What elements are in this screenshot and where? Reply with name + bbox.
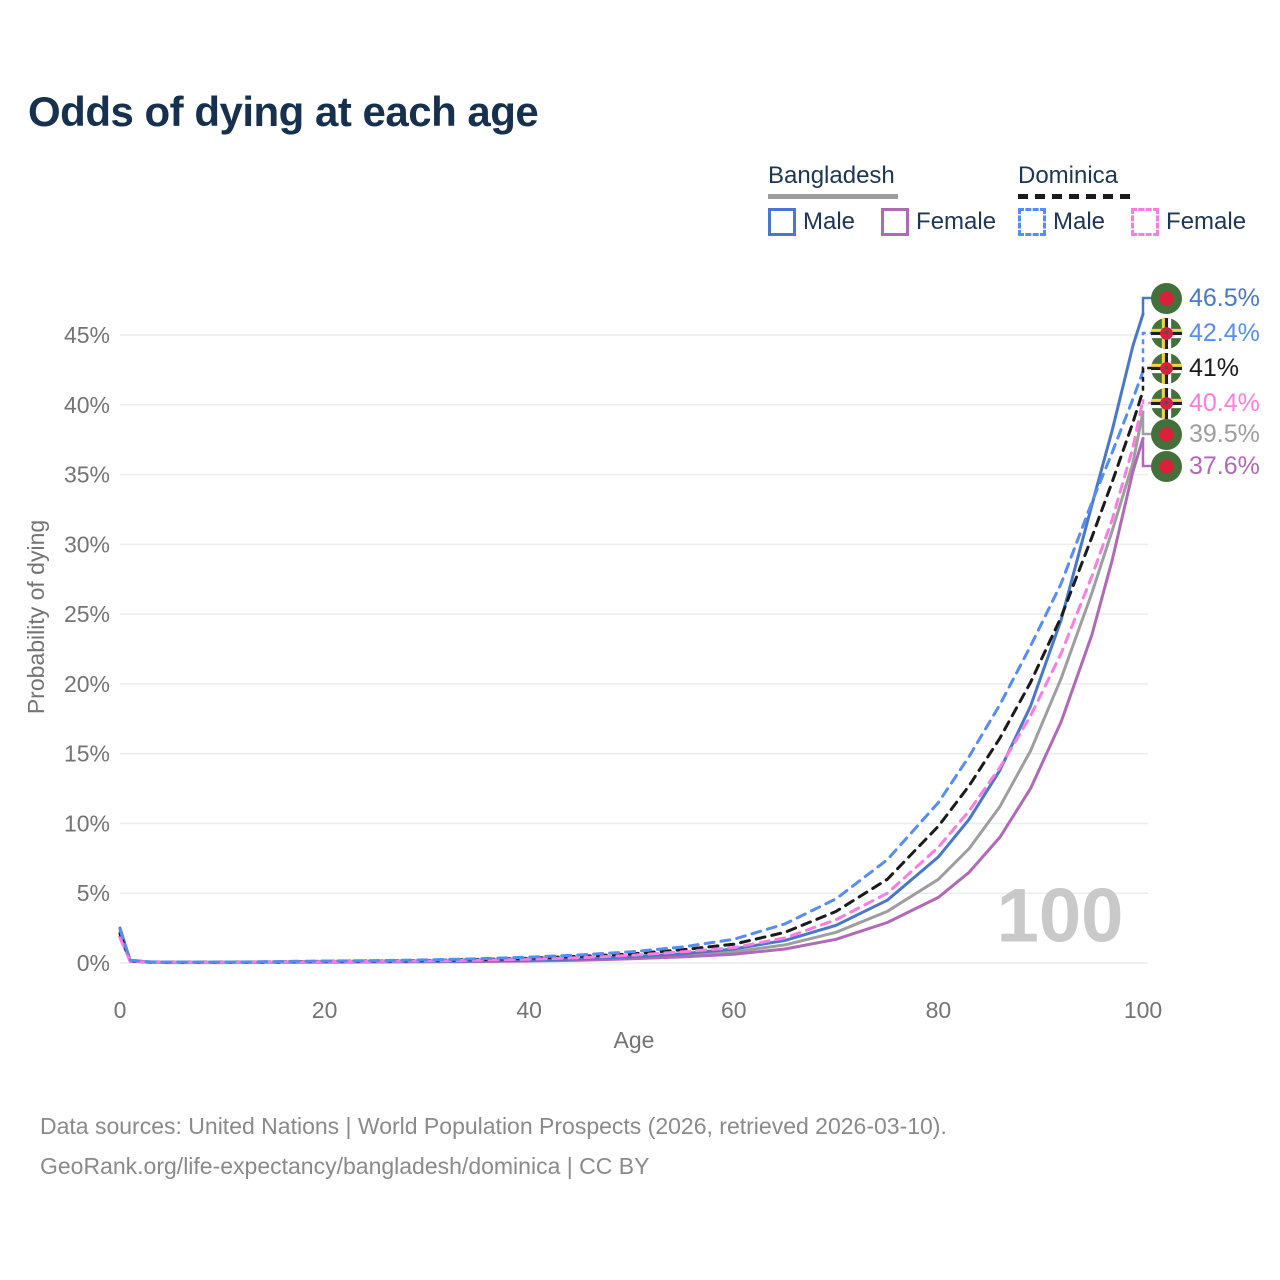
leader-line-dominica-female [1141, 399, 1152, 405]
y-tick-label: 0% [77, 950, 110, 976]
x-axis-title: Age [614, 1027, 655, 1053]
legend-header-bangladesh[interactable]: Bangladesh [768, 162, 898, 199]
legend-item-label: Male [803, 208, 856, 235]
data-source-text: Data sources: United Nations | World Pop… [40, 1113, 947, 1139]
x-tick-label: 20 [312, 997, 338, 1023]
y-tick-label: 5% [77, 880, 110, 906]
bangladesh-female-swatch [881, 208, 910, 236]
leader-line-dominica-mean [1141, 366, 1152, 391]
leader-line-dominica-male [1141, 331, 1152, 372]
end-label-bangladesh-mean: 39.5% [1151, 418, 1260, 450]
end-label-value: 42.4% [1189, 318, 1260, 347]
bangladesh-flag-icon [1151, 450, 1182, 482]
y-tick-label: 45% [64, 322, 110, 348]
series-line-bangladesh-female [118, 436, 1145, 965]
end-label-value: 40.4% [1189, 388, 1260, 417]
bangladesh-male-swatch [768, 208, 796, 236]
x-tick-label: 60 [721, 997, 747, 1023]
y-tick-label: 20% [64, 671, 110, 697]
legend-item-label: Female [1166, 208, 1247, 235]
end-label-value: 39.5% [1189, 419, 1260, 448]
series-line-bangladesh-male [118, 312, 1145, 964]
leader-line-bangladesh-mean [1141, 411, 1152, 436]
end-label-dominica-mean: 41% [1151, 352, 1239, 384]
end-label-dominica-male: 42.4% [1151, 317, 1260, 349]
y-tick-label: 10% [64, 811, 110, 837]
legend-item-dominica-male[interactable]: Male [1018, 208, 1105, 236]
legend-item-label: Male [1053, 208, 1106, 235]
end-label-value: 37.6% [1189, 451, 1260, 480]
dominica-flag-icon [1151, 387, 1182, 419]
legend-header-dominica[interactable]: Dominica [1018, 162, 1130, 199]
legend-group-label: Bangladesh [768, 162, 895, 189]
bangladesh-line-sample [768, 194, 898, 199]
series-line-dominica-male [118, 369, 1145, 964]
y-tick-label: 30% [64, 531, 110, 557]
y-tick-label: 35% [64, 462, 110, 488]
bangladesh-flag-icon [1151, 282, 1182, 314]
legend-group-dominica: Dominica Male Female [1018, 162, 1246, 236]
x-tick-label: 0 [114, 997, 127, 1023]
bangladesh-flag-icon [1151, 418, 1182, 450]
x-tick-label: 40 [516, 997, 542, 1023]
x-tick-label: 80 [926, 997, 952, 1023]
footer: Data sources: United Nations | World Pop… [40, 1106, 947, 1186]
end-label-dominica-female: 40.4% [1151, 387, 1260, 419]
page-title: Odds of dying at each age [28, 88, 539, 135]
y-tick-label: 25% [64, 601, 110, 627]
legend-item-label: Female [916, 208, 997, 235]
series-line-bangladesh-mean [118, 410, 1145, 964]
series-line-dominica-female [118, 397, 1145, 964]
y-tick-label: 15% [64, 741, 110, 767]
dominica-flag-icon [1151, 317, 1182, 349]
leader-line-bangladesh-male [1141, 296, 1152, 315]
dominica-female-swatch [1131, 208, 1160, 236]
end-label-value: 41% [1189, 353, 1240, 382]
georank-url-text: GeoRank.org/life-expectancy/bangladesh/d… [40, 1153, 650, 1179]
series-line-dominica-mean [118, 389, 1145, 964]
age-cursor-watermark: 100 [996, 873, 1124, 959]
end-label-bangladesh-male: 46.5% [1151, 282, 1260, 314]
end-label-value: 46.5% [1189, 283, 1260, 312]
x-tick-label: 100 [1124, 997, 1162, 1023]
legend-item-bangladesh-male[interactable]: Male [768, 208, 855, 236]
leader-line-bangladesh-female [1141, 438, 1152, 468]
y-tick-label: 40% [64, 392, 110, 418]
dominica-male-swatch [1018, 208, 1046, 236]
legend-item-bangladesh-female[interactable]: Female [881, 208, 996, 236]
legend-item-dominica-female[interactable]: Female [1131, 208, 1246, 236]
legend-group-bangladesh: Bangladesh Male Female [768, 162, 996, 236]
y-axis-title: Probability of dying [23, 520, 49, 714]
legend-group-label: Dominica [1018, 162, 1119, 189]
dominica-line-sample [1018, 194, 1130, 199]
end-label-bangladesh-female: 37.6% [1151, 450, 1260, 482]
dominica-flag-icon [1151, 352, 1182, 384]
